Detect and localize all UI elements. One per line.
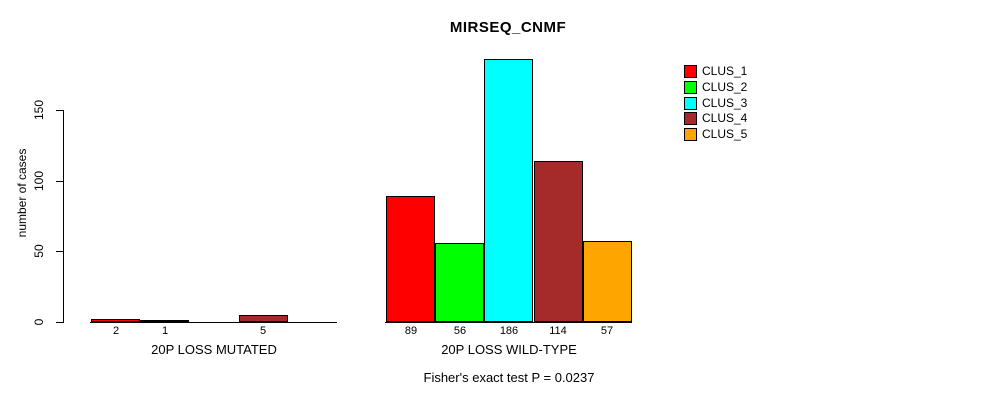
- bar-CLUS_2-group2: [435, 243, 484, 322]
- bar-CLUS_4-group1: [239, 315, 288, 322]
- y-tick-mark: [56, 181, 63, 182]
- legend-item: CLUS_5: [684, 127, 747, 141]
- legend-swatch-CLUS_4: [684, 111, 697, 125]
- y-tick-mark: [56, 322, 63, 323]
- legend-label: CLUS_5: [702, 126, 748, 141]
- x-axis-line: [90, 322, 337, 323]
- chart-title: MIRSEQ_CNMF: [449, 19, 567, 36]
- legend-label: CLUS_4: [702, 110, 748, 125]
- legend-item: CLUS_1: [684, 64, 747, 78]
- y-tick-label: 100: [32, 170, 46, 192]
- x-axis-label-mutated: 20P LOSS MUTATED: [151, 342, 277, 357]
- legend-item: CLUS_2: [684, 80, 747, 94]
- bar-value-label: 114: [549, 325, 567, 337]
- bar-value-label: 186: [499, 325, 519, 337]
- y-tick-mark: [56, 110, 63, 111]
- bar-value-label: 1: [161, 325, 169, 337]
- legend-label: CLUS_2: [702, 79, 748, 94]
- y-tick-label: 150: [32, 99, 46, 121]
- bar-value-label: 89: [404, 325, 418, 337]
- legend-swatch-CLUS_5: [684, 127, 697, 141]
- legend: CLUS_1 CLUS_2 CLUS_3 CLUS_4 CLUS_5: [684, 64, 814, 149]
- x-axis-line: [385, 322, 632, 323]
- legend-item: CLUS_4: [684, 111, 747, 125]
- y-tick-label: 50: [32, 244, 46, 258]
- legend-label: CLUS_1: [702, 63, 748, 78]
- bar-CLUS_3-group2: [484, 59, 533, 322]
- bar-value-label: 2: [112, 325, 120, 337]
- legend-item: CLUS_3: [684, 96, 747, 110]
- y-tick-label: 0: [32, 318, 46, 326]
- y-axis-line: [63, 110, 64, 323]
- legend-swatch-CLUS_2: [684, 80, 697, 94]
- legend-swatch-CLUS_3: [684, 96, 697, 110]
- bar-value-label: 5: [259, 325, 267, 337]
- legend-swatch-CLUS_1: [684, 64, 697, 78]
- bar-value-label: 57: [600, 325, 614, 337]
- bar-CLUS_1-group1: [91, 319, 140, 322]
- bar-value-label: 56: [453, 325, 467, 337]
- y-axis-label: number of cases: [15, 148, 29, 238]
- y-tick-mark: [56, 251, 63, 252]
- x-axis-label-wild-type: 20P LOSS WILD-TYPE: [441, 342, 577, 357]
- bar-CLUS_1-group2: [386, 196, 435, 322]
- legend-label: CLUS_3: [702, 95, 748, 110]
- bar-CLUS_5-group2: [583, 241, 632, 322]
- fisher-test-annotation: Fisher's exact test P = 0.0237: [423, 370, 595, 385]
- bar-CLUS_4-group2: [534, 161, 583, 322]
- bar-CLUS_2-group1: [140, 320, 189, 322]
